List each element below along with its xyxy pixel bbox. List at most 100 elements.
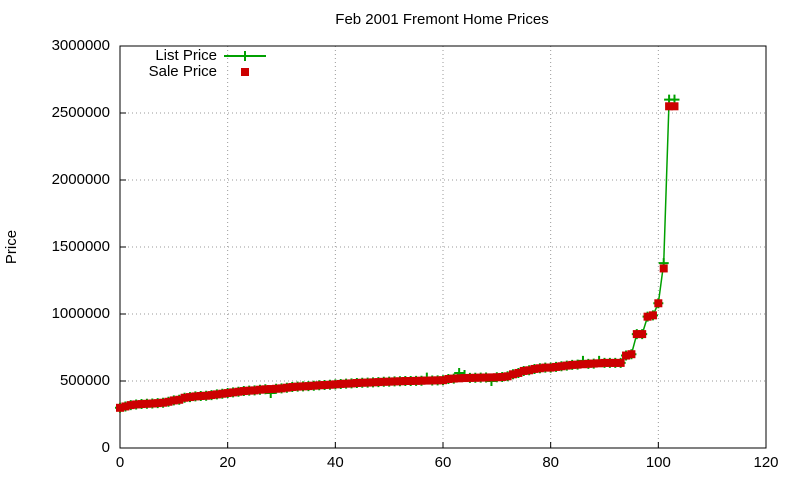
y-tick-label: 500000 xyxy=(60,372,110,389)
point-marker xyxy=(277,384,286,393)
point-marker xyxy=(121,402,130,411)
point-marker xyxy=(159,398,168,407)
point-marker xyxy=(132,400,141,409)
point-marker xyxy=(142,399,151,408)
point-marker xyxy=(320,381,329,390)
point-marker xyxy=(519,366,528,375)
x-tick-label: 80 xyxy=(542,454,559,471)
point-marker xyxy=(622,351,631,360)
point-marker xyxy=(175,395,184,404)
point-marker xyxy=(164,397,173,406)
point-marker xyxy=(385,377,394,386)
point-marker xyxy=(648,311,657,320)
point-marker xyxy=(471,373,480,382)
plot-frame xyxy=(119,45,767,449)
point-marker xyxy=(325,380,334,389)
point-marker xyxy=(293,382,302,391)
point-marker xyxy=(352,379,361,388)
point-marker xyxy=(433,376,442,385)
point-marker xyxy=(299,382,308,391)
point-marker xyxy=(406,377,415,385)
point-marker xyxy=(465,373,474,382)
point-marker xyxy=(595,359,604,368)
point-marker xyxy=(460,374,469,383)
point-marker xyxy=(573,360,582,369)
point-marker xyxy=(153,399,162,408)
legend-marker xyxy=(241,68,249,76)
y-tick-label: 0 xyxy=(102,439,110,456)
point-marker xyxy=(449,374,458,383)
point-marker xyxy=(234,387,243,396)
point-marker xyxy=(272,384,281,393)
point-marker xyxy=(578,360,587,369)
legend-marker xyxy=(240,51,250,61)
point-marker xyxy=(185,393,194,402)
y-tick-label: 1000000 xyxy=(52,305,110,322)
x-tick-label: 100 xyxy=(646,454,671,471)
chart-title: Feb 2001 Fremont Home Prices xyxy=(335,11,548,28)
point-marker xyxy=(552,362,561,371)
point-marker xyxy=(487,373,496,382)
point-marker xyxy=(331,380,340,389)
point-marker xyxy=(245,386,254,395)
point-marker xyxy=(342,379,351,388)
point-marker xyxy=(218,389,227,398)
point-marker xyxy=(401,377,410,385)
point-marker xyxy=(530,364,539,373)
y-tick-label: 3000000 xyxy=(52,37,110,54)
point-marker xyxy=(347,379,356,388)
x-tick-label: 20 xyxy=(219,454,236,471)
point-marker xyxy=(191,392,200,401)
point-marker xyxy=(439,376,447,385)
point-marker xyxy=(304,382,313,391)
x-tick-label: 0 xyxy=(116,454,124,471)
point-marker xyxy=(584,359,593,368)
point-marker xyxy=(600,358,609,367)
point-marker xyxy=(288,383,297,392)
point-marker xyxy=(611,358,620,367)
point-marker xyxy=(390,377,399,386)
point-marker xyxy=(492,373,501,382)
point-marker xyxy=(632,330,641,339)
point-marker xyxy=(568,360,577,369)
point-marker xyxy=(665,102,674,111)
point-marker xyxy=(250,386,259,395)
point-marker xyxy=(643,312,652,321)
point-marker xyxy=(422,376,431,385)
point-marker xyxy=(266,385,275,394)
point-marker xyxy=(428,376,437,385)
point-marker xyxy=(444,374,453,383)
point-marker xyxy=(535,364,544,373)
point-marker xyxy=(546,363,555,372)
point-marker xyxy=(202,391,211,400)
point-marker xyxy=(670,102,679,111)
point-marker xyxy=(255,385,264,394)
point-marker xyxy=(476,373,485,382)
x-tick-label: 120 xyxy=(753,454,778,471)
legend-label: Sale Price xyxy=(149,63,217,80)
point-marker xyxy=(315,381,324,390)
point-marker xyxy=(180,393,189,402)
y-axis-label: Price xyxy=(3,230,20,264)
point-marker xyxy=(212,390,221,399)
point-marker xyxy=(557,362,566,371)
point-marker xyxy=(363,378,372,387)
point-marker xyxy=(654,299,663,308)
point-marker xyxy=(374,378,383,387)
point-marker xyxy=(589,359,598,368)
point-marker xyxy=(508,370,517,379)
point-marker xyxy=(261,385,270,394)
point-marker xyxy=(223,389,232,398)
x-tick-label: 40 xyxy=(327,454,344,471)
y-tick-label: 2500000 xyxy=(52,104,110,121)
point-marker xyxy=(541,363,550,372)
point-marker xyxy=(525,366,534,375)
point-marker xyxy=(412,376,421,385)
point-marker xyxy=(379,377,388,386)
point-marker xyxy=(282,383,291,392)
point-marker xyxy=(562,361,571,370)
point-marker xyxy=(605,358,614,367)
point-marker xyxy=(659,264,668,273)
point-marker xyxy=(148,399,157,408)
point-marker xyxy=(137,400,146,409)
